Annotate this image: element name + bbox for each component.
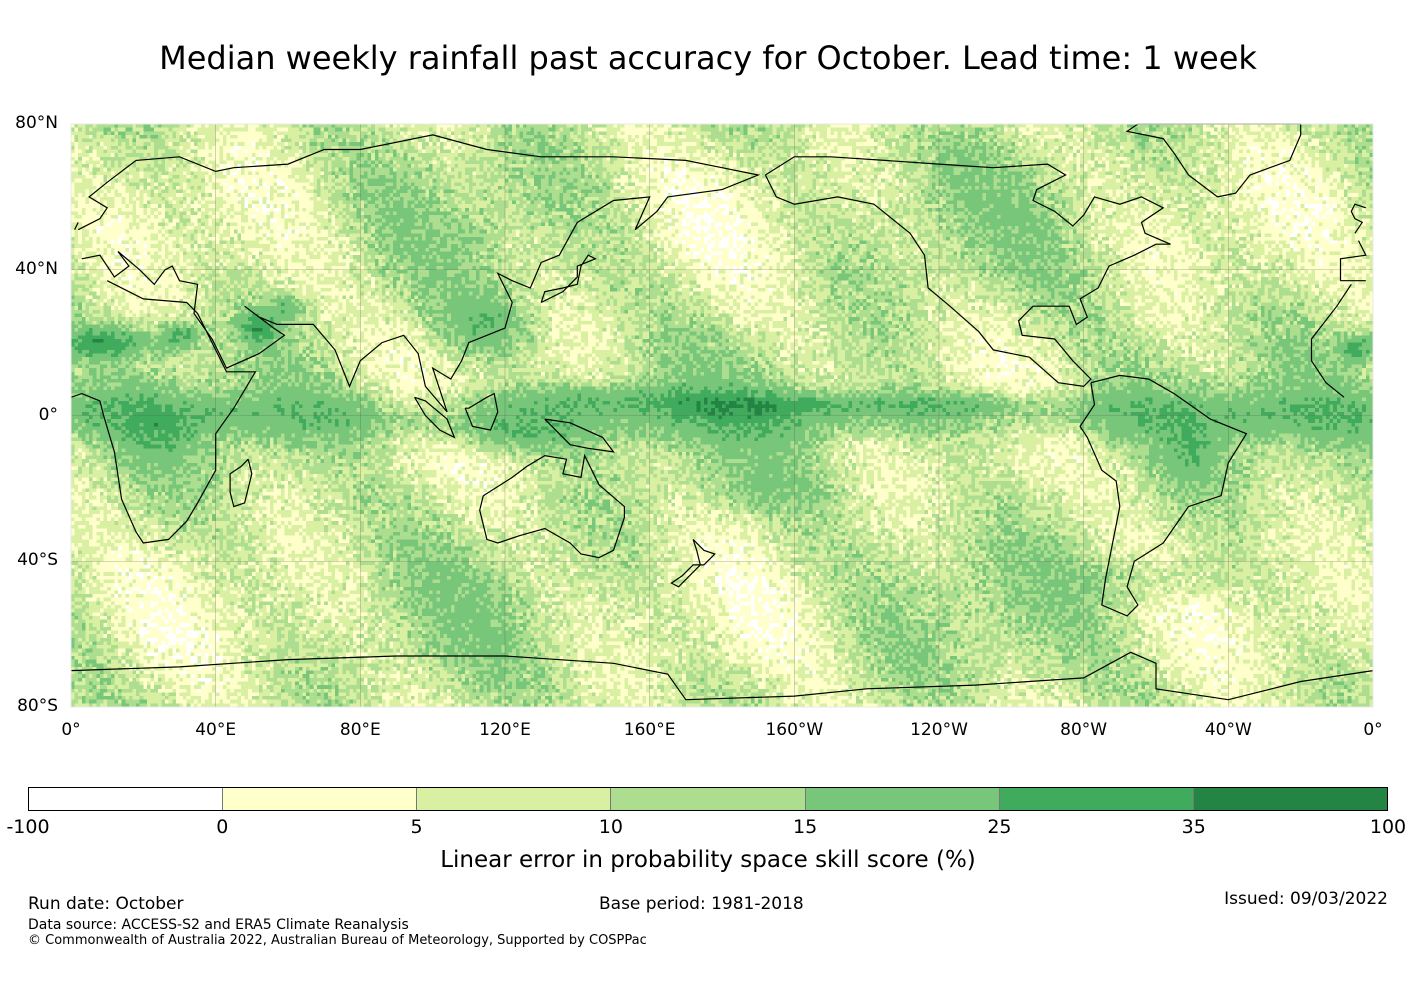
longitude-label: 40°W (1204, 720, 1252, 740)
colorbar-segment (610, 788, 805, 810)
europe-asia-coast (77, 134, 1367, 413)
run-date: Run date: October (28, 894, 184, 914)
colorbar-tick-label: 25 (987, 816, 1012, 838)
colorbar-tick-label: 5 (410, 816, 423, 838)
skill-score-pixels (71, 124, 1373, 707)
antarctica-coast (70, 651, 1374, 701)
sumatra-coast (414, 396, 456, 439)
colorbar-tick-label: 0 (216, 816, 229, 838)
longitude-label: 0° (1363, 720, 1383, 740)
colorbar-segment (416, 788, 611, 810)
colorbar-segment (1192, 788, 1387, 810)
colorbar-tick-label: 15 (793, 816, 818, 838)
skill-score-raster (71, 124, 1373, 707)
latitude-label: 80°N (15, 113, 58, 133)
australia-coast (479, 453, 625, 559)
madagascar-coast (229, 458, 253, 508)
colorbar-tick-label: 10 (598, 816, 623, 838)
colorbar-tick-label: 100 (1369, 816, 1407, 838)
longitude-label: 120°E (479, 720, 531, 740)
japan-coast (540, 254, 597, 304)
longitude-label: 160°W (765, 720, 824, 740)
north-america-coast (764, 156, 1171, 388)
latitude-label: 40°N (15, 258, 58, 279)
uk-coast (74, 203, 1366, 234)
colorbar-segment (222, 788, 417, 810)
map-title: Median weekly rainfall past accuracy for… (159, 39, 1257, 77)
colorbar-label: Linear error in probability space skill … (440, 847, 976, 873)
longitude-label: 40°E (195, 720, 237, 740)
colorbar-segment (29, 788, 223, 810)
latitude-label: 0° (38, 404, 58, 425)
copyright: © Commonwealth of Australia 2022, Austra… (28, 933, 647, 948)
colorbar-segment (804, 788, 999, 810)
borneo-coast (464, 392, 499, 431)
coastlines (70, 123, 1374, 701)
longitude-label: 120°W (910, 720, 968, 740)
issued-date: Issued: 09/03/2022 (1224, 889, 1388, 909)
new-guinea-coast (544, 418, 615, 453)
longitude-label: 80°W (1060, 720, 1108, 740)
map-frame (70, 123, 1374, 708)
colorbar-segment (998, 788, 1193, 810)
data-source: Data source: ACCESS-S2 and ERA5 Climate … (28, 917, 409, 933)
latitude-label: 40°S (17, 550, 58, 571)
longitude-label: 80°E (339, 720, 381, 740)
latitude-label: 80°S (17, 696, 58, 716)
colorbar-tick-label: 35 (1181, 816, 1206, 838)
south-america-coast (1079, 374, 1248, 617)
longitude-label: 160°E (623, 720, 676, 740)
colorbar (28, 787, 1388, 811)
base-period: Base period: 1981-2018 (599, 894, 804, 914)
africa-coast (70, 280, 1352, 544)
new-zealand-coast (670, 538, 716, 588)
colorbar-tick-label: -100 (6, 816, 50, 838)
longitude-label: 0° (61, 720, 81, 740)
